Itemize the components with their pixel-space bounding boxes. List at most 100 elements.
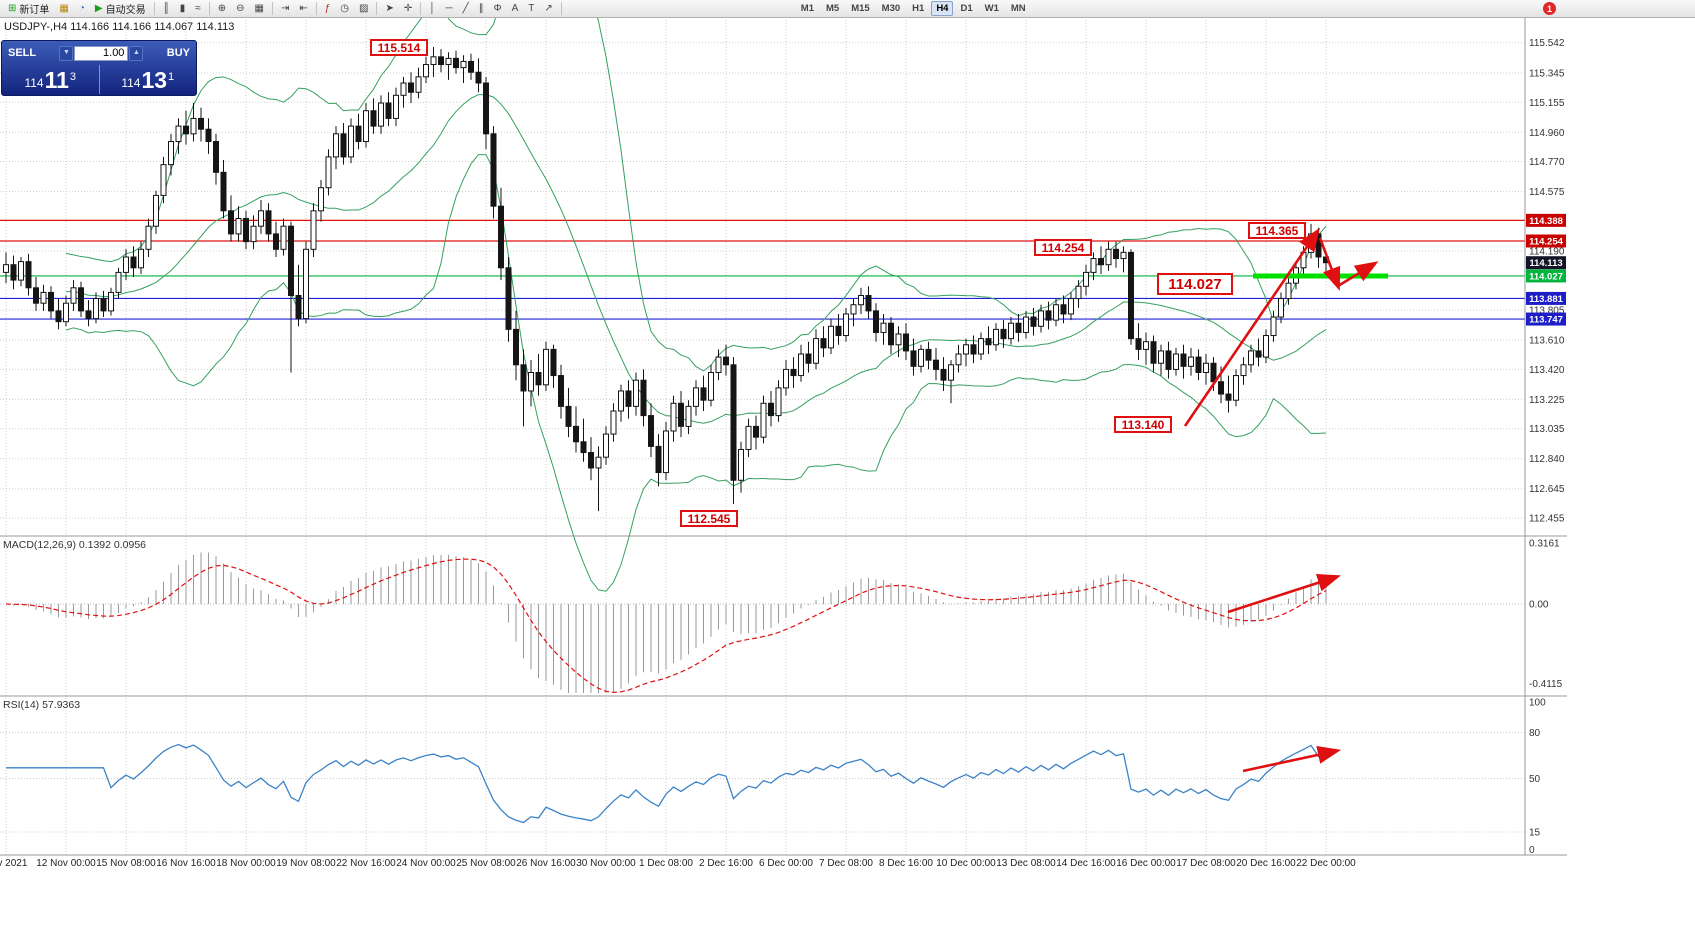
svg-text:0: 0 bbox=[1529, 845, 1535, 856]
svg-text:115.155: 115.155 bbox=[1529, 98, 1565, 109]
zoom-out-button[interactable]: ⊖ bbox=[232, 1, 248, 16]
toolbar-separator bbox=[420, 2, 422, 15]
buy-price[interactable]: 114 13 1 bbox=[100, 63, 197, 96]
fibonacci-button[interactable]: Φ bbox=[490, 1, 506, 16]
annotation-layer[interactable] bbox=[1183, 227, 1388, 773]
svg-text:14 Dec 16:00: 14 Dec 16:00 bbox=[1056, 858, 1116, 869]
bollinger-bands bbox=[65, 0, 1327, 592]
sell-price[interactable]: 114 11 3 bbox=[2, 63, 99, 96]
svg-text:12 Nov 00:00: 12 Nov 00:00 bbox=[36, 858, 96, 869]
price-label-113140[interactable]: 113.140 bbox=[1114, 416, 1172, 433]
svg-text:112.840: 112.840 bbox=[1529, 454, 1565, 465]
svg-text:26 Nov 16:00: 26 Nov 16:00 bbox=[516, 858, 576, 869]
svg-text:114.388: 114.388 bbox=[1529, 216, 1563, 227]
timeframe-m1[interactable]: M1 bbox=[796, 1, 819, 16]
svg-text:2 Dec 16:00: 2 Dec 16:00 bbox=[699, 858, 753, 869]
price-label-114027[interactable]: 114.027 bbox=[1157, 273, 1233, 295]
charts-grid-icon-icon: ▦ bbox=[59, 3, 69, 14]
arrows-button[interactable]: ↗ bbox=[540, 1, 556, 16]
price-label-114365[interactable]: 114.365 bbox=[1248, 222, 1306, 239]
toolbar-separator bbox=[315, 2, 317, 15]
periods-button[interactable]: ◷ bbox=[336, 1, 353, 16]
timeframe-h1[interactable]: H1 bbox=[907, 1, 929, 16]
buy-button[interactable]: BUY bbox=[163, 47, 194, 59]
text-button[interactable]: A bbox=[508, 1, 523, 16]
svg-text:112.455: 112.455 bbox=[1529, 514, 1565, 525]
templates-button[interactable]: ▨ bbox=[355, 1, 372, 16]
indicators-button[interactable]: ƒ bbox=[321, 1, 335, 16]
svg-text:115.542: 115.542 bbox=[1529, 38, 1565, 49]
volume-decrease-button[interactable]: ▼ bbox=[59, 45, 74, 61]
svg-text:13 Dec 08:00: 13 Dec 08:00 bbox=[996, 858, 1056, 869]
svg-text:114.027: 114.027 bbox=[1529, 271, 1563, 282]
price-label-112545[interactable]: 112.545 bbox=[680, 510, 738, 527]
price-label-115514[interactable]: 115.514 bbox=[370, 39, 428, 56]
cursor-button[interactable]: ➤ bbox=[381, 1, 397, 16]
svg-text:Nov 2021: Nov 2021 bbox=[0, 858, 28, 869]
channel-icon: ∥ bbox=[478, 3, 484, 14]
volume-input[interactable] bbox=[74, 45, 129, 61]
svg-text:-0.4115: -0.4115 bbox=[1529, 679, 1563, 690]
line-chart-button[interactable]: ≈ bbox=[191, 1, 205, 16]
trend-arrow-forecast[interactable] bbox=[1337, 261, 1379, 288]
timeframe-group: M1 M5 M15 M30 H1 H4 D1 W1 MN bbox=[795, 1, 1032, 16]
candlestick-chart-button[interactable]: ▮ bbox=[176, 1, 190, 16]
crosshair-button[interactable]: ✛ bbox=[400, 1, 416, 16]
svg-text:113.225: 113.225 bbox=[1529, 395, 1565, 406]
vertical-line-button[interactable]: │ bbox=[425, 1, 439, 16]
svg-text:114.960: 114.960 bbox=[1529, 128, 1565, 139]
svg-text:30 Nov 00:00: 30 Nov 00:00 bbox=[576, 858, 636, 869]
timeframe-d1[interactable]: D1 bbox=[955, 1, 977, 16]
label-icon: T bbox=[528, 3, 535, 14]
new-order-button[interactable]: ⊞ 新订单 bbox=[4, 1, 53, 16]
timeframe-m15[interactable]: M15 bbox=[846, 1, 874, 16]
price-divider bbox=[98, 65, 100, 94]
svg-text:113.610: 113.610 bbox=[1529, 336, 1565, 347]
charts-grid-icon[interactable]: ▦ bbox=[55, 1, 72, 16]
trendline-button[interactable]: ╱ bbox=[459, 1, 473, 16]
price-label-114254[interactable]: 114.254 bbox=[1034, 239, 1092, 256]
sell-price-pips: 11 bbox=[44, 67, 69, 94]
volume-control: ▼ ▲ bbox=[59, 45, 144, 61]
svg-text:113.881: 113.881 bbox=[1529, 294, 1564, 305]
rsi-arrow[interactable] bbox=[1242, 745, 1342, 773]
buy-price-pipette: 1 bbox=[168, 71, 175, 83]
one-click-top-row: SELL ▼ ▲ BUY bbox=[2, 41, 196, 63]
toolbar: ⊞ 新订单 ▦ ◔ ▶ 自动交易 ║ ▮ ≈ ⊕ ⊖ ▦ ⇥ ⇤ ƒ ◷ ▨ ➤ ✛ │ ─ ╱ ∥ Φ A T ↗ M1 M5 M15… bbox=[0, 0, 1695, 18]
trend-arrow-pullback[interactable] bbox=[1318, 237, 1341, 291]
toolbar-icon-group: ⊞ 新订单 ▦ ◔ ▶ 自动交易 ║ ▮ ≈ ⊕ ⊖ ▦ ⇥ ⇤ ƒ ◷ ▨ ➤ ✛ │ ─ ╱ ∥ Φ A T ↗ bbox=[3, 1, 565, 16]
tile-windows-button[interactable]: ▦ bbox=[250, 1, 267, 16]
timeframe-m5[interactable]: M5 bbox=[821, 1, 844, 16]
horizontal-line-button[interactable]: ─ bbox=[442, 1, 457, 16]
sell-button[interactable]: SELL bbox=[4, 47, 40, 59]
zoom-out-icon: ⊖ bbox=[236, 3, 245, 14]
alerts-icon[interactable]: ◔ bbox=[75, 1, 89, 16]
price-axis[interactable]: 115.542 115.345 115.155 114.960 114.770 114.5… bbox=[0, 18, 1567, 856]
svg-text:100: 100 bbox=[1529, 698, 1546, 709]
bar-chart-button[interactable]: ║ bbox=[159, 1, 174, 16]
timeframe-m30[interactable]: M30 bbox=[877, 1, 905, 16]
label-button[interactable]: T bbox=[524, 1, 538, 16]
text-icon: A bbox=[511, 3, 519, 14]
vertical-line-icon: │ bbox=[429, 3, 436, 14]
volume-increase-button[interactable]: ▲ bbox=[129, 45, 144, 61]
svg-text:80: 80 bbox=[1529, 728, 1541, 739]
svg-text:112.645: 112.645 bbox=[1529, 484, 1565, 495]
trend-arrow-main[interactable] bbox=[1183, 227, 1320, 427]
macd-arrow[interactable] bbox=[1227, 573, 1341, 614]
timeframe-mn[interactable]: MN bbox=[1006, 1, 1031, 16]
timeframe-h4[interactable]: H4 bbox=[931, 1, 954, 16]
notification-badge[interactable]: 1 bbox=[1543, 2, 1556, 15]
svg-text:18 Nov 00:00: 18 Nov 00:00 bbox=[216, 858, 276, 869]
auto-scroll-button[interactable]: ⇥ bbox=[277, 1, 293, 16]
channel-button[interactable]: ∥ bbox=[475, 1, 488, 16]
svg-text:114.770: 114.770 bbox=[1529, 157, 1565, 168]
chart-shift-button[interactable]: ⇤ bbox=[295, 1, 311, 16]
timeframe-w1[interactable]: W1 bbox=[980, 1, 1004, 16]
sell-price-base: 114 bbox=[24, 76, 44, 91]
svg-text:25 Nov 08:00: 25 Nov 08:00 bbox=[456, 858, 516, 869]
autotrade-button[interactable]: ▶ 自动交易 bbox=[91, 1, 150, 16]
zoom-in-button[interactable]: ⊕ bbox=[214, 1, 230, 16]
